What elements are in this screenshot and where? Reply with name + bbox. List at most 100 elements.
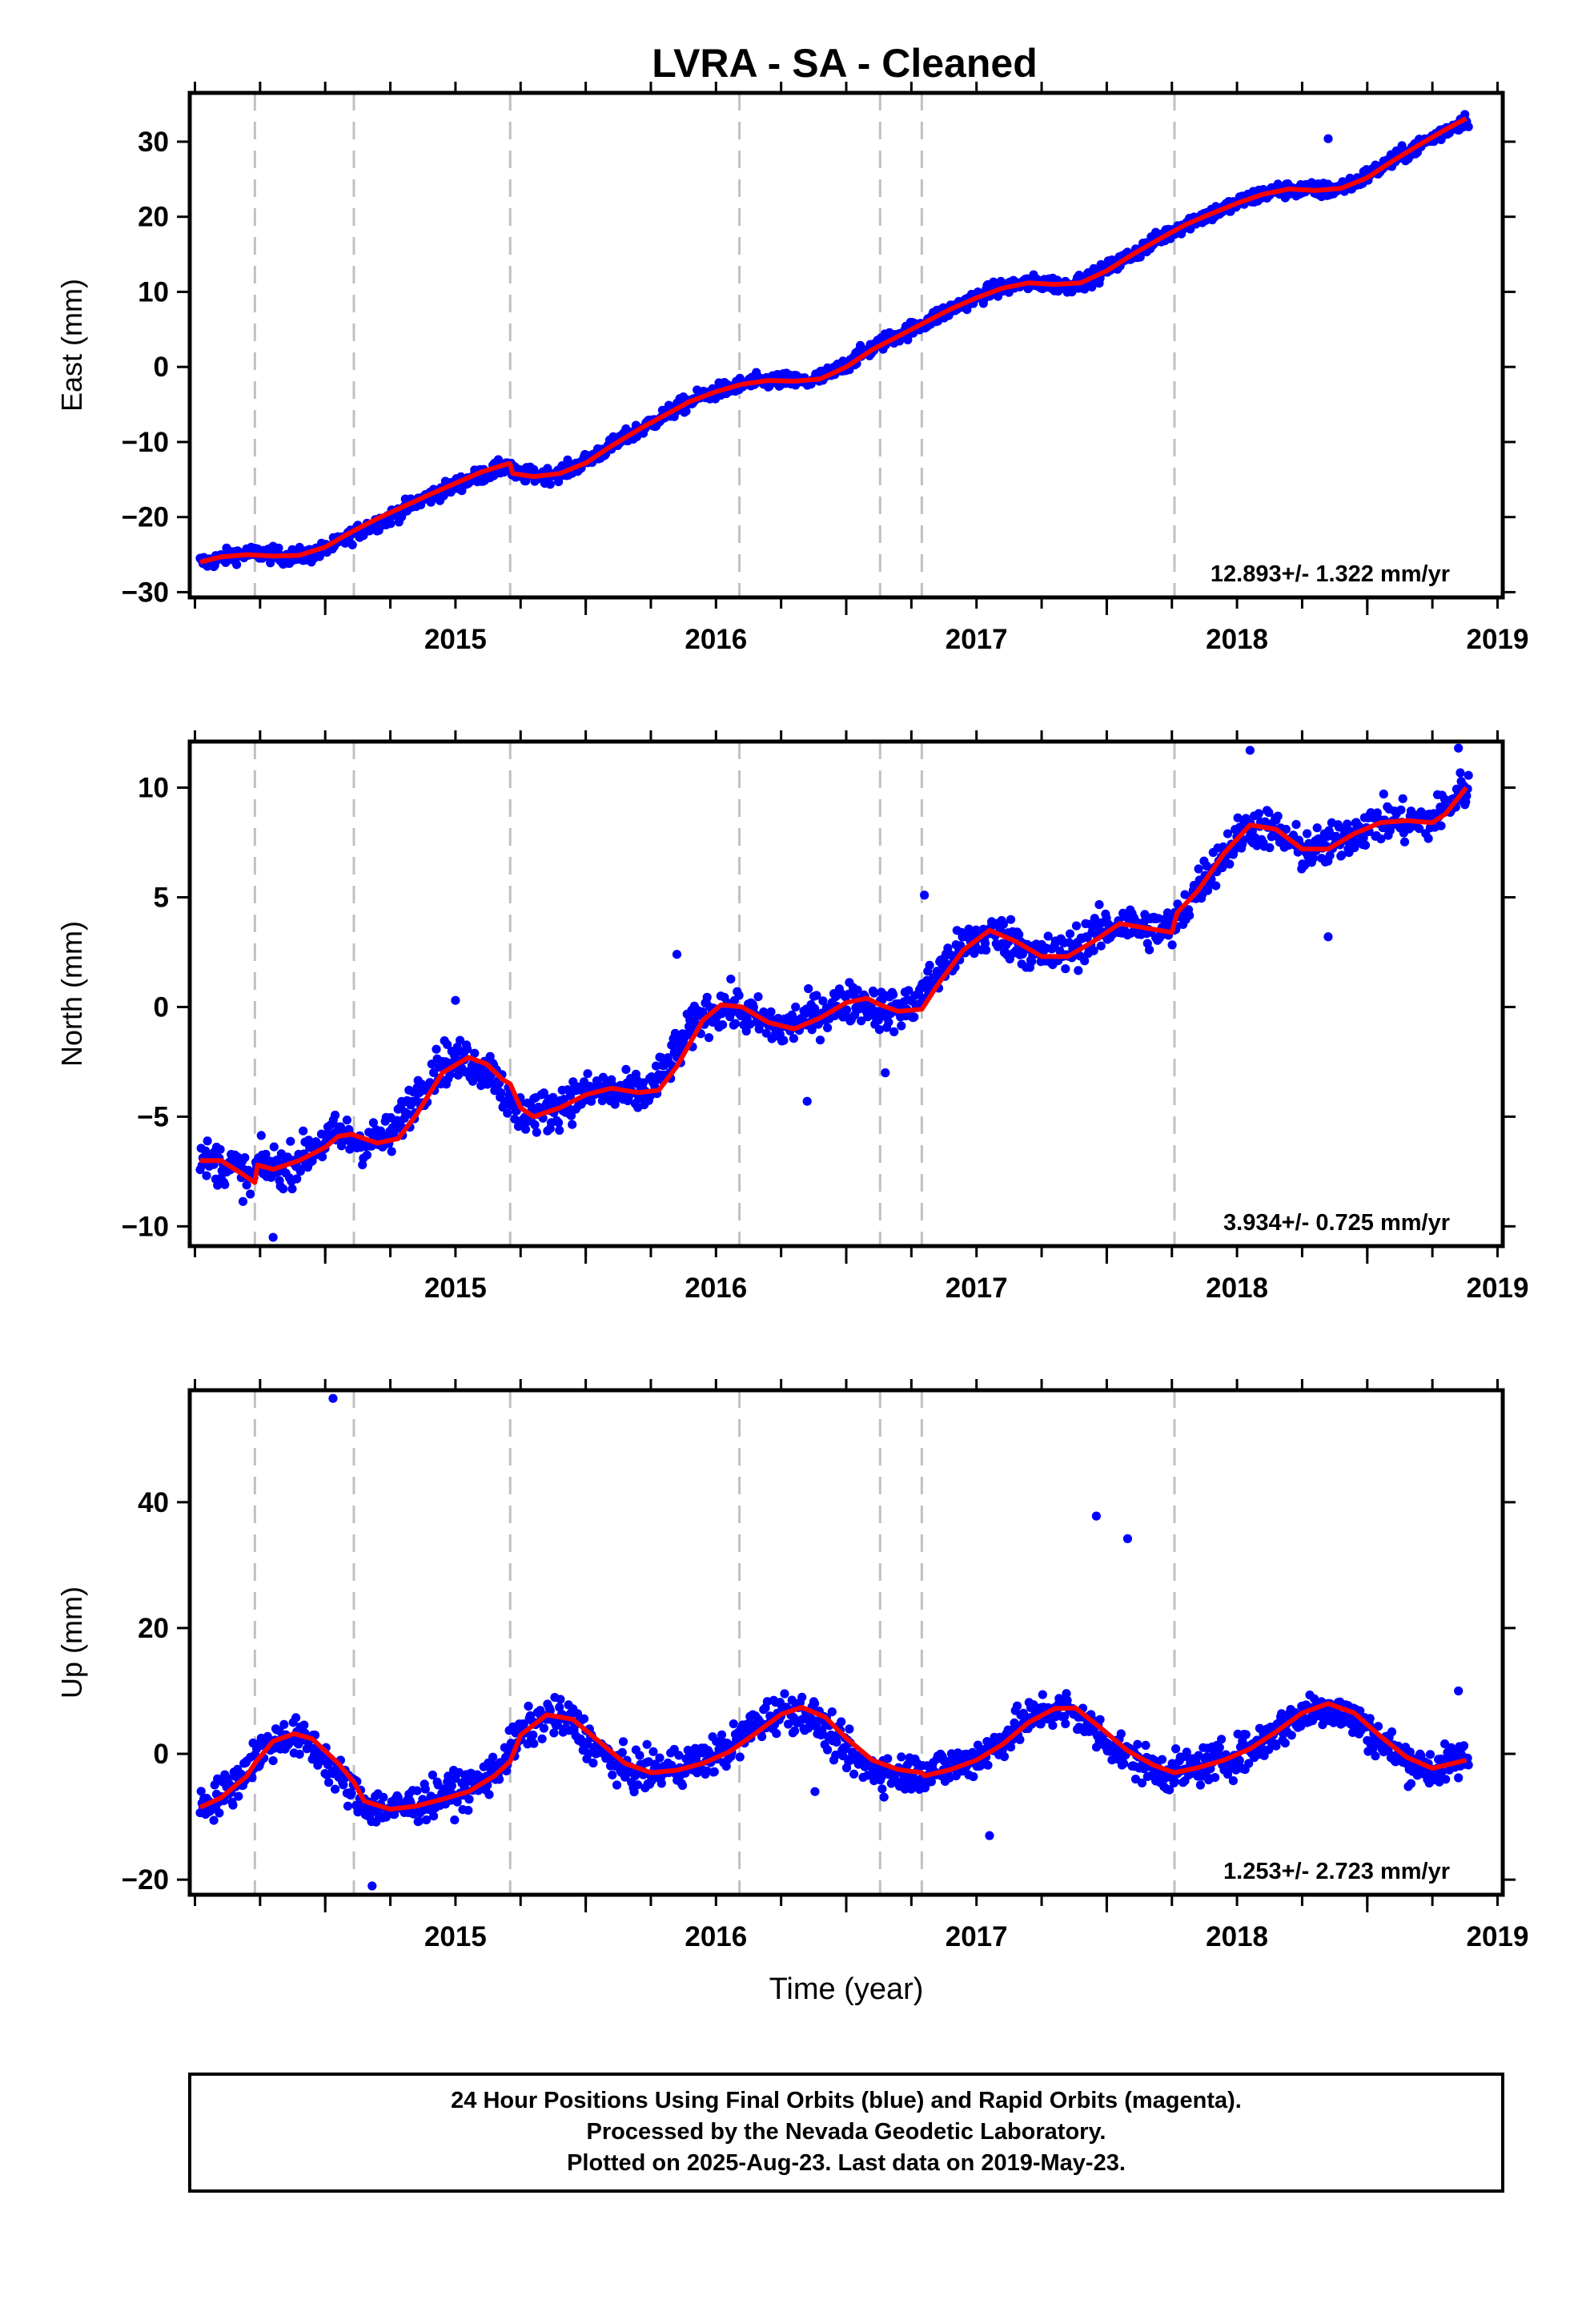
daily-position-point [784, 1719, 793, 1729]
daily-position-point [404, 1109, 413, 1119]
daily-position-point [238, 1196, 248, 1206]
daily-position-point [943, 943, 953, 953]
y-tick-label: 20 [138, 1613, 169, 1644]
daily-position-point [741, 1026, 751, 1036]
daily-position-point [807, 1025, 817, 1035]
daily-position-point [1337, 850, 1347, 860]
y-tick-label: 40 [138, 1487, 169, 1518]
daily-position-point [1167, 940, 1177, 950]
daily-position-point [789, 1034, 799, 1043]
daily-position-point [444, 1771, 453, 1781]
daily-position-point [677, 1780, 688, 1791]
daily-position-point [1065, 929, 1075, 939]
daily-position-point [1339, 826, 1349, 836]
daily-position-point [1399, 837, 1410, 846]
daily-position-point [1211, 881, 1221, 891]
daily-position-point [242, 1180, 251, 1190]
outlier-point [1122, 1534, 1133, 1543]
daily-position-point [362, 1150, 371, 1160]
daily-position-point [428, 1770, 438, 1780]
daily-position-point [726, 975, 736, 984]
daily-position-point [1291, 819, 1301, 830]
daily-position-point [447, 1781, 456, 1791]
daily-position-point [1006, 915, 1016, 924]
daily-position-point [812, 991, 821, 1000]
footer-box: 24 Hour Positions Using Final Orbits (bl… [188, 2073, 1504, 2193]
daily-position-point [702, 992, 712, 1002]
daily-position-point [1309, 853, 1319, 863]
daily-position-point [734, 991, 744, 1000]
y-tick-label: −10 [122, 1211, 169, 1242]
daily-position-point [579, 1714, 589, 1723]
outlier-point [1323, 134, 1333, 143]
daily-position-point [368, 1118, 378, 1128]
daily-position-point [635, 1751, 644, 1760]
daily-position-point [1185, 911, 1195, 920]
daily-position-point [566, 1111, 576, 1120]
daily-position-point [530, 1120, 540, 1130]
daily-position-point [261, 1149, 271, 1159]
daily-position-point [845, 1724, 854, 1734]
daily-position-point [790, 1726, 800, 1735]
outlier-point [802, 1096, 812, 1106]
daily-position-point [1202, 861, 1211, 870]
up-panel: −20 0 20 40 2015 2016 2017 2018 2019 Up (mm) Time … [55, 1379, 1528, 2006]
daily-position-point [1441, 1775, 1451, 1784]
y-tick-label: 0 [154, 352, 169, 383]
daily-position-point [1265, 842, 1275, 853]
daily-position-point [1464, 122, 1473, 131]
daily-position-point [1365, 1714, 1375, 1723]
daily-position-point [539, 1088, 549, 1098]
outlier-point [985, 1831, 994, 1840]
daily-position-point [347, 1788, 356, 1798]
daily-position-point [1271, 1741, 1281, 1751]
daily-position-point [618, 1737, 628, 1747]
daily-position-point [890, 1775, 900, 1785]
outlier-point [1091, 1511, 1101, 1521]
y-tick-label: −10 [122, 427, 169, 458]
y-tick-label: 20 [138, 202, 169, 233]
velocity-annotation: 3.934+/- 0.725 mm/yr [1223, 1210, 1450, 1236]
daily-position-point [730, 1019, 741, 1028]
daily-position-point [1061, 964, 1070, 974]
daily-position-point [421, 1815, 432, 1825]
outlier-point [920, 891, 930, 900]
daily-position-point [1137, 1778, 1147, 1787]
velocity-annotation: 1.253+/- 2.723 mm/yr [1223, 1859, 1450, 1884]
x-tick-label: 2017 [946, 1921, 1008, 1952]
daily-position-point [386, 519, 396, 529]
daily-position-point [818, 996, 828, 1006]
daily-position-point [718, 1020, 728, 1030]
daily-position-point [292, 1174, 302, 1184]
daily-position-point [324, 1778, 334, 1787]
daily-position-point [1280, 1739, 1290, 1748]
daily-position-point [815, 1035, 825, 1045]
daily-position-point [869, 988, 879, 998]
daily-position-point [1087, 282, 1097, 292]
daily-position-point [240, 1153, 250, 1163]
daily-position-point [470, 1048, 480, 1058]
y-axis-label: Up (mm) [55, 1586, 88, 1699]
daily-position-point [1074, 966, 1083, 975]
outlier-point [367, 1881, 377, 1891]
daily-position-point [209, 1815, 219, 1825]
x-tick-label: 2016 [685, 1921, 747, 1952]
daily-position-point [358, 1160, 367, 1170]
daily-position-point [524, 1701, 533, 1711]
daily-position-point [493, 455, 504, 464]
daily-position-point [791, 1002, 801, 1012]
daily-position-point [772, 1729, 781, 1739]
x-tick-label: 2018 [1206, 1273, 1268, 1304]
daily-position-point [196, 1787, 206, 1796]
daily-position-point [269, 1142, 279, 1152]
daily-position-point [656, 1779, 666, 1788]
x-tick-label: 2017 [946, 624, 1008, 655]
daily-position-point [588, 1758, 598, 1768]
daily-position-point [1170, 1777, 1180, 1787]
daily-position-point [1387, 1727, 1397, 1737]
daily-position-point [532, 1128, 541, 1137]
outlier-point [672, 950, 682, 959]
daily-position-point [1264, 808, 1274, 818]
daily-position-point [612, 1780, 622, 1790]
daily-position-point [379, 1792, 388, 1802]
